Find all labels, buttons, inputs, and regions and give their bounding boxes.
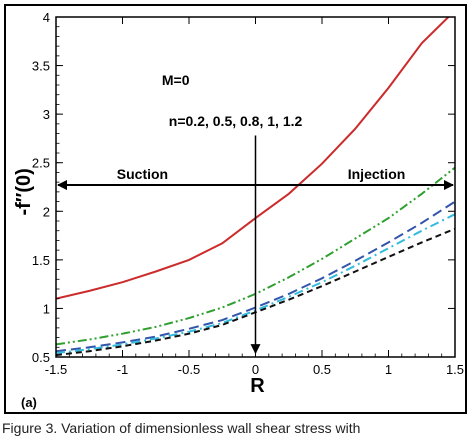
- x-tick-label: 1: [385, 362, 392, 377]
- x-tick-label: -0.5: [178, 362, 200, 377]
- figure-caption: Figure 3. Variation of dimensionless wal…: [2, 420, 361, 436]
- x-tick-label: 0: [252, 362, 259, 377]
- y-tick-label: 4: [43, 10, 50, 25]
- series-line-1: [56, 17, 450, 300]
- injection-label: Injection: [348, 166, 406, 182]
- y-tick-label: 3: [43, 107, 50, 122]
- y-tick-label: 1: [43, 301, 50, 316]
- x-axis-label: R: [250, 375, 265, 397]
- annotation-layer: M=0 n=0.2, 0.5, 0.8, 1, 1.2 Suction Inje…: [21, 72, 454, 410]
- y-tick-label: 2: [43, 204, 50, 219]
- x-tick-label: 0.5: [313, 362, 331, 377]
- ticks-layer: -1.5 -1 -0.5 0 0.5 1 1.5 0.5 1 1.5 2 2.5 3 3.5 4: [32, 10, 464, 377]
- y-tick-label: 0.5: [32, 350, 50, 365]
- x-tick-label: -1.5: [45, 362, 67, 377]
- x-tick-label: 1.5: [446, 362, 464, 377]
- panel-label: (a): [21, 395, 37, 410]
- y-axis-label: -f″(0): [13, 168, 35, 215]
- y-tick-label: 1.5: [32, 253, 50, 268]
- parameter-label: M=0: [162, 72, 190, 88]
- suction-label: Suction: [117, 166, 168, 182]
- y-tick-label: 2.5: [32, 156, 50, 171]
- figure-frame: [4, 4, 467, 414]
- x-tick-label: -1: [117, 362, 129, 377]
- n-values-label: n=0.2, 0.5, 0.8, 1, 1.2: [169, 113, 303, 129]
- y-tick-label: 3.5: [32, 59, 50, 74]
